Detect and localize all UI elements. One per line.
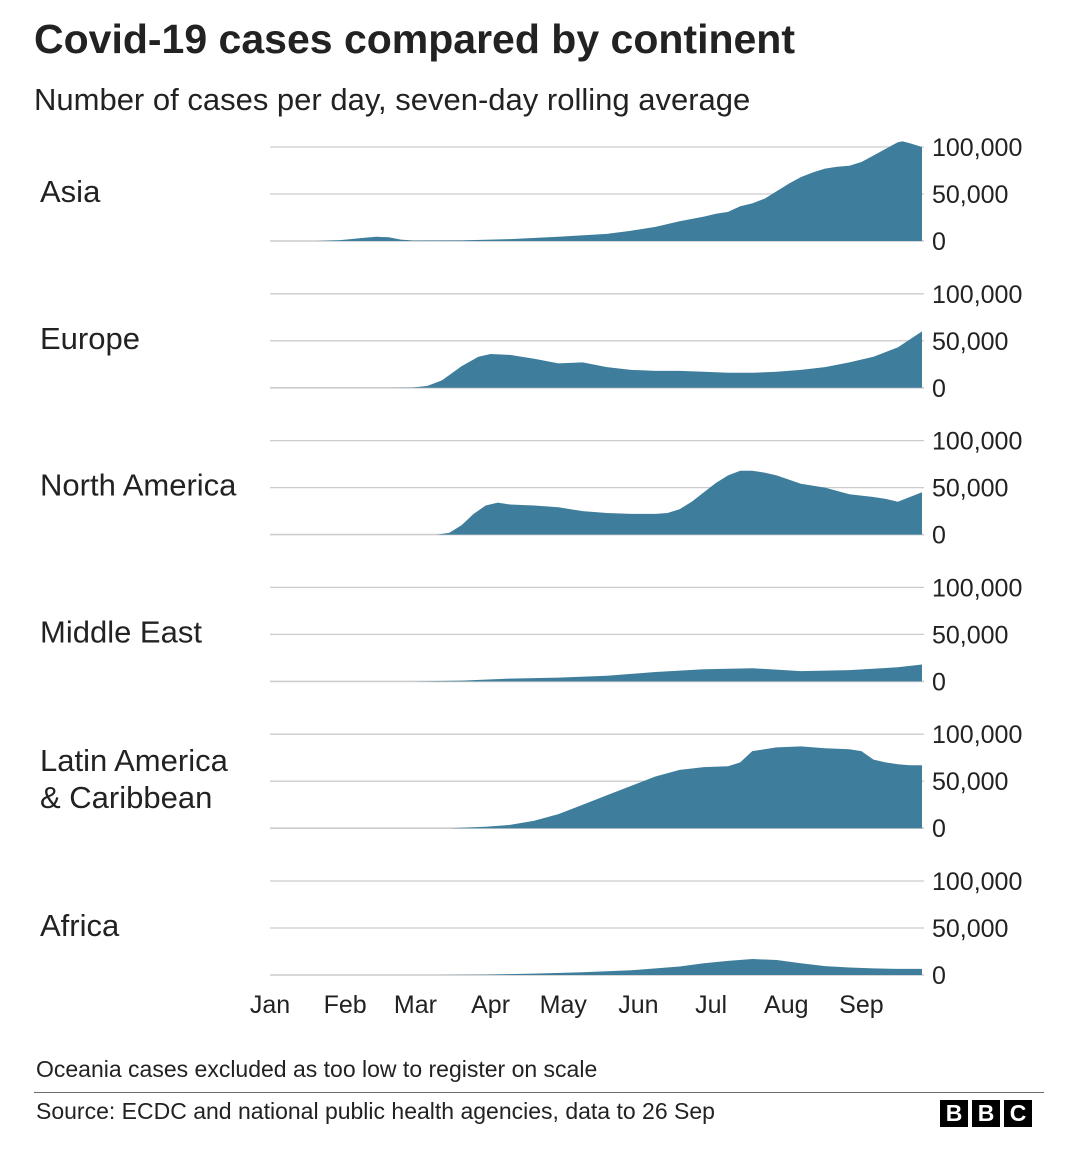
y-tick-label: 50,000 xyxy=(932,768,1008,796)
y-tick-label: 0 xyxy=(932,228,946,256)
x-tick-label: May xyxy=(540,991,588,1019)
bbc-logo-letter: C xyxy=(1004,1100,1032,1127)
series-label: North America xyxy=(40,468,237,503)
y-tick-label: 50,000 xyxy=(932,181,1008,209)
source-line: Source: ECDC and national public health … xyxy=(36,1098,715,1124)
footer-divider xyxy=(34,1092,1044,1093)
y-tick-label: 100,000 xyxy=(932,134,1022,162)
area-series-asia xyxy=(270,141,922,241)
y-tick-label: 100,000 xyxy=(932,281,1022,309)
y-tick-label: 50,000 xyxy=(932,915,1008,943)
y-tick-label: 100,000 xyxy=(932,428,1022,456)
y-tick-label: 0 xyxy=(932,668,946,696)
series-label: Europe xyxy=(40,321,140,356)
area-series-africa xyxy=(270,959,922,975)
x-tick-label: Jan xyxy=(250,991,290,1019)
footnote: Oceania cases excluded as too low to reg… xyxy=(36,1056,598,1082)
y-tick-label: 50,000 xyxy=(932,475,1008,503)
bbc-logo-letter: B xyxy=(972,1100,1000,1127)
y-tick-label: 0 xyxy=(932,375,946,403)
series-label: Africa xyxy=(40,908,120,943)
x-tick-label: Feb xyxy=(324,991,367,1019)
x-tick-label: Sep xyxy=(839,991,883,1019)
series-label: & Caribbean xyxy=(40,780,212,815)
x-tick-label: Jul xyxy=(695,991,727,1019)
y-tick-label: 0 xyxy=(932,815,946,843)
y-tick-label: 100,000 xyxy=(932,868,1022,896)
area-series-latin-america-caribbean xyxy=(270,746,922,829)
y-tick-label: 50,000 xyxy=(932,621,1008,649)
y-tick-label: 50,000 xyxy=(932,328,1008,356)
x-tick-label: Aug xyxy=(764,991,808,1019)
x-tick-label: Apr xyxy=(471,991,510,1019)
y-tick-label: 100,000 xyxy=(932,574,1022,602)
bbc-logo: B B C xyxy=(940,1100,1032,1127)
x-tick-label: Jun xyxy=(618,991,658,1019)
y-tick-label: 100,000 xyxy=(932,721,1022,749)
chart-subtitle: Number of cases per day, seven-day rolli… xyxy=(34,82,751,117)
area-series-middle-east xyxy=(270,664,922,682)
area-series-europe xyxy=(270,331,922,388)
bbc-logo-letter: B xyxy=(940,1100,968,1127)
y-tick-label: 0 xyxy=(932,962,946,990)
y-tick-label: 0 xyxy=(932,522,946,550)
series-label: Latin America xyxy=(40,743,229,778)
series-label: Middle East xyxy=(40,614,202,649)
area-series-north-america xyxy=(270,470,922,535)
series-label: Asia xyxy=(40,174,101,209)
chart-title: Covid-19 cases compared by continent xyxy=(34,16,796,62)
x-tick-label: Mar xyxy=(394,991,437,1019)
